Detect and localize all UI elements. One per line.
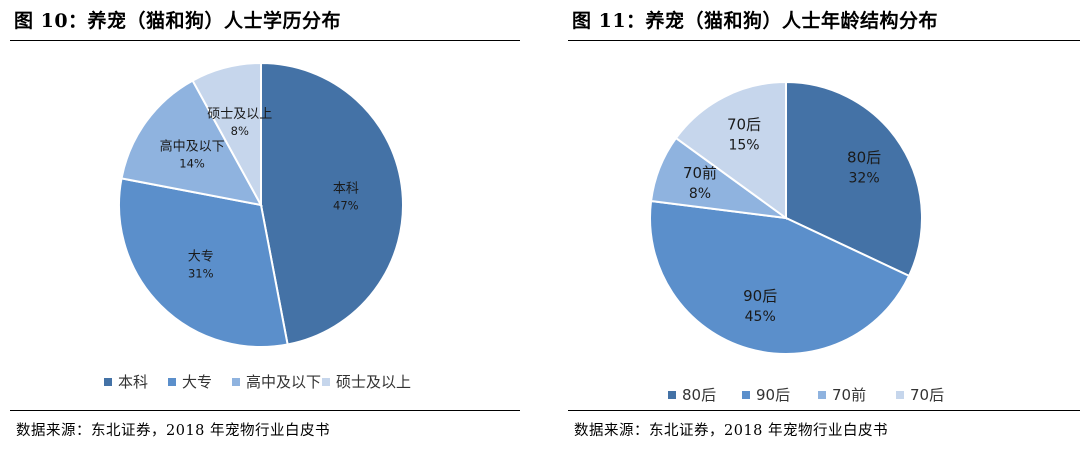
- legend-swatch: [232, 378, 240, 386]
- legend-label: 硕士及以上: [336, 373, 411, 391]
- legend-swatch: [896, 391, 904, 399]
- pie-slice-1: [260, 61, 404, 346]
- slice-category-label: 70前: [683, 164, 717, 182]
- pie-slice-1: [785, 80, 923, 278]
- source-note: 数据来源：东北证券，2018 年宠物行业白皮书: [574, 423, 889, 439]
- slice-category-label: 90后: [743, 287, 777, 305]
- education-chart-panel: 图 10：养宠（猫和狗）人士学历分布 本科 47% 大专 31% 高中及以下 14% 硕士及…: [0, 0, 526, 454]
- legend-swatch: [322, 378, 330, 386]
- slice-value-label: 47%: [333, 198, 359, 212]
- slice-value-label: 14%: [179, 156, 205, 170]
- pie-slice-3: [120, 79, 263, 207]
- pie-slice-2: [118, 177, 289, 348]
- slice-value-label: 45%: [745, 309, 776, 325]
- source-rule: [10, 410, 520, 411]
- pie-slice-4: [674, 80, 787, 220]
- source-note: 数据来源：东北证券，2018 年宠物行业白皮书: [16, 423, 331, 439]
- legend-swatch: [742, 391, 750, 399]
- slice-category-label: 硕士及以上: [207, 107, 272, 122]
- slice-category-label: 高中及以下: [160, 138, 225, 154]
- legend-swatch: [104, 378, 112, 386]
- slice-category-label: 大专: [188, 250, 214, 265]
- slice-value-label: 15%: [728, 138, 759, 154]
- slice-category-label: 本科: [333, 181, 359, 196]
- title-rule: [568, 40, 1080, 41]
- title-rule: [10, 40, 520, 41]
- legend-label: 大专: [182, 373, 212, 391]
- legend-label: 高中及以下: [246, 373, 321, 391]
- legend-label: 80后: [682, 386, 716, 404]
- pie-slice-2: [649, 199, 911, 355]
- age-chart-panel: 图 11：养宠（猫和狗）人士年龄结构分布 80后 32% 90后 45% 70前 8% 70…: [558, 0, 1080, 454]
- pie-slice-4: [191, 61, 262, 206]
- legend-label: 70前: [832, 386, 866, 404]
- legend-swatch: [818, 391, 826, 399]
- slice-category-label: 70后: [727, 116, 761, 134]
- slice-value-label: 31%: [188, 267, 214, 281]
- legend-swatch: [668, 391, 676, 399]
- slice-value-label: 8%: [231, 124, 249, 138]
- source-rule: [568, 410, 1080, 411]
- legend-label: 本科: [118, 373, 148, 391]
- slice-value-label: 32%: [849, 170, 880, 186]
- legend-label: 70后: [910, 386, 944, 404]
- slice-value-label: 8%: [689, 186, 711, 202]
- legend-label: 90后: [756, 386, 790, 404]
- chart-title: 图 11：养宠（猫和狗）人士年龄结构分布: [572, 10, 939, 32]
- legend-swatch: [168, 378, 176, 386]
- age-pie-chart: 80后 32% 90后 45% 70前 8% 70后 15% 80后 90后 70前 70后: [649, 80, 944, 404]
- chart-title: 图 10：养宠（猫和狗）人士学历分布: [14, 10, 342, 32]
- slice-category-label: 80后: [847, 148, 881, 166]
